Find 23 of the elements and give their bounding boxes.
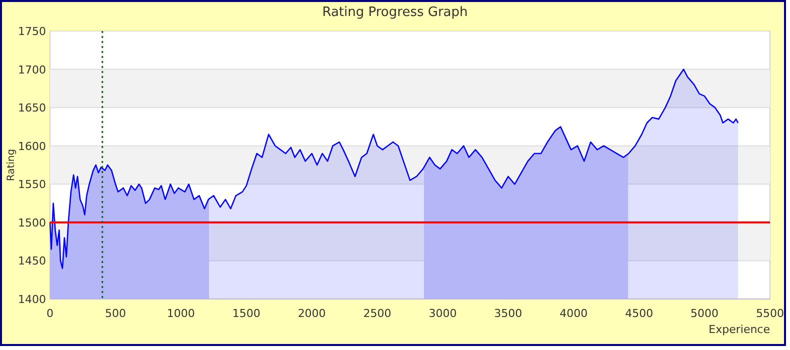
x-tick-label: 3500	[494, 307, 522, 320]
x-tick-label: 500	[104, 307, 126, 320]
x-tick-label: 2500	[363, 307, 392, 320]
chart-title: Rating Progress Graph	[322, 5, 468, 20]
x-tick-label: 0	[46, 307, 54, 320]
y-tick-label: 1500	[18, 216, 46, 230]
y-tick-label: 1650	[18, 102, 46, 115]
x-tick-label: 5000	[690, 307, 719, 320]
y-tick-label: 1400	[18, 293, 46, 306]
y-tick-label: 1600	[18, 140, 46, 153]
y-tick-label: 1550	[18, 178, 46, 192]
y-tick-label: 1700	[18, 63, 46, 76]
y-tick-label: 1750	[18, 25, 46, 38]
x-axis-title: Experience	[708, 323, 770, 336]
x-tick-label: 5500	[756, 307, 784, 320]
x-tick-label: 3000	[428, 307, 457, 320]
x-tick-label: 4000	[560, 307, 588, 320]
y-axis-title: Rating	[6, 148, 17, 182]
x-tick-label: 2000	[298, 307, 326, 320]
x-tick-label: 1000	[166, 307, 195, 320]
x-tick-label: 4500	[625, 307, 654, 320]
y-tick-label: 1450	[18, 254, 46, 268]
x-tick-label: 1500	[232, 307, 260, 320]
